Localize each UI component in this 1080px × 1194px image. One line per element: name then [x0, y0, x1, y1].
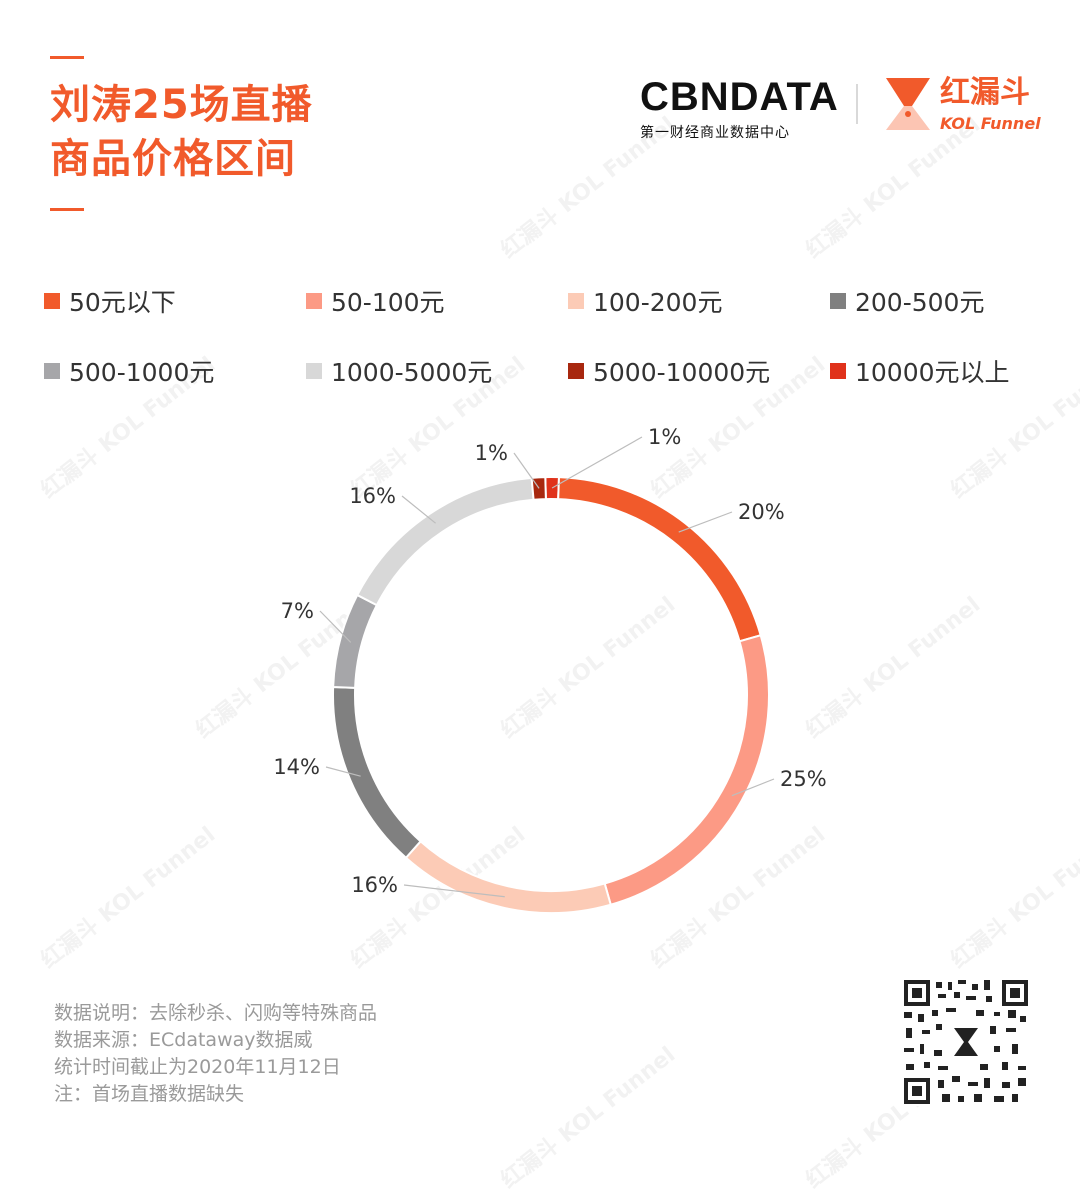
- note-data-description: 数据说明：去除秒杀、闪购等特殊商品: [54, 1002, 378, 1024]
- kol-funnel-english: KOL Funnel: [940, 114, 1041, 133]
- legend-label: 1000-5000元: [331, 358, 493, 387]
- legend-item: 1000-5000元: [306, 354, 492, 388]
- slice-value-label: 20%: [738, 500, 785, 524]
- cbndata-subtitle: 第一财经商业数据中心: [640, 125, 790, 141]
- note-cutoff-date: 统计时间截止为2020年11月12日: [54, 1056, 341, 1078]
- slice-value-label: 1%: [475, 441, 508, 465]
- legend-item: 500-1000元: [44, 354, 214, 388]
- legend-item: 10000元以上: [830, 354, 1010, 388]
- page-title-line2: 商品价格区间: [50, 136, 296, 182]
- note-data-source: 数据来源：ECdataway数据威: [54, 1029, 313, 1051]
- leader-line: [319, 610, 352, 643]
- slice-value-label: 14%: [273, 755, 320, 779]
- page-title: 刘涛25场直播 商品价格区间: [50, 78, 313, 186]
- legend-label: 50元以下: [69, 288, 176, 317]
- leader-line: [678, 511, 733, 533]
- legend-swatch: [306, 293, 322, 309]
- legend-item: 100-200元: [568, 284, 722, 318]
- slice-value-label: 7%: [281, 599, 314, 623]
- slice-value-label: 16%: [351, 873, 398, 897]
- title-bottom-dash: [50, 208, 84, 211]
- legend-swatch: [44, 293, 60, 309]
- legend-label: 50-100元: [331, 288, 445, 317]
- slice-value-label: 25%: [780, 767, 827, 791]
- donut-slice: [332, 593, 379, 689]
- leader-line: [551, 436, 643, 489]
- legend-item: 200-500元: [830, 284, 984, 318]
- legend-swatch: [306, 363, 322, 379]
- legend-label: 5000-10000元: [593, 358, 771, 387]
- donut-chart: 20% 25% 16% 14% 7% 16% 1% 1%: [273, 425, 827, 914]
- leader-line: [401, 495, 436, 524]
- legend-item: 50元以下: [44, 284, 176, 318]
- legend-item: 5000-10000元: [568, 354, 770, 388]
- donut-slice: [557, 476, 762, 643]
- legend-swatch: [830, 363, 846, 379]
- legend-label: 10000元以上: [855, 358, 1010, 387]
- leader-line: [513, 452, 540, 489]
- cbndata-wordmark: CBNDATA: [640, 75, 839, 119]
- donut-slice: [404, 839, 612, 914]
- leader-line: [731, 778, 775, 797]
- legend-label: 100-200元: [593, 288, 723, 317]
- qr-code-icon[interactable]: [902, 978, 1030, 1106]
- slice-value-label: 1%: [648, 425, 681, 449]
- donut-slice: [603, 634, 770, 906]
- cbndata-logo: CBNDATA 第一财经商业数据中心: [640, 75, 839, 142]
- legend-swatch: [568, 293, 584, 309]
- leader-line: [325, 766, 361, 777]
- legend-swatch: [44, 363, 60, 379]
- legend-label: 200-500元: [855, 288, 985, 317]
- page-title-line1: 刘涛25场直播: [50, 82, 313, 128]
- hourglass-icon: [886, 78, 930, 130]
- legend-item: 50-100元: [306, 284, 445, 318]
- legend-label: 500-1000元: [69, 358, 215, 387]
- logo-divider: [856, 84, 858, 124]
- slice-value-label: 16%: [349, 484, 396, 508]
- title-top-dash: [50, 56, 84, 59]
- kol-funnel-logo: 红漏斗 KOL Funnel: [884, 75, 1041, 136]
- kol-funnel-name: 红漏斗: [940, 75, 1030, 110]
- data-notes: 数据说明：去除秒杀、闪购等特殊商品 数据来源：ECdataway数据威 统计时间…: [54, 1000, 377, 1108]
- note-missing-data: 注：首场直播数据缺失: [54, 1083, 245, 1105]
- legend-swatch: [568, 363, 584, 379]
- legend-swatch: [830, 293, 846, 309]
- leader-line: [403, 884, 505, 898]
